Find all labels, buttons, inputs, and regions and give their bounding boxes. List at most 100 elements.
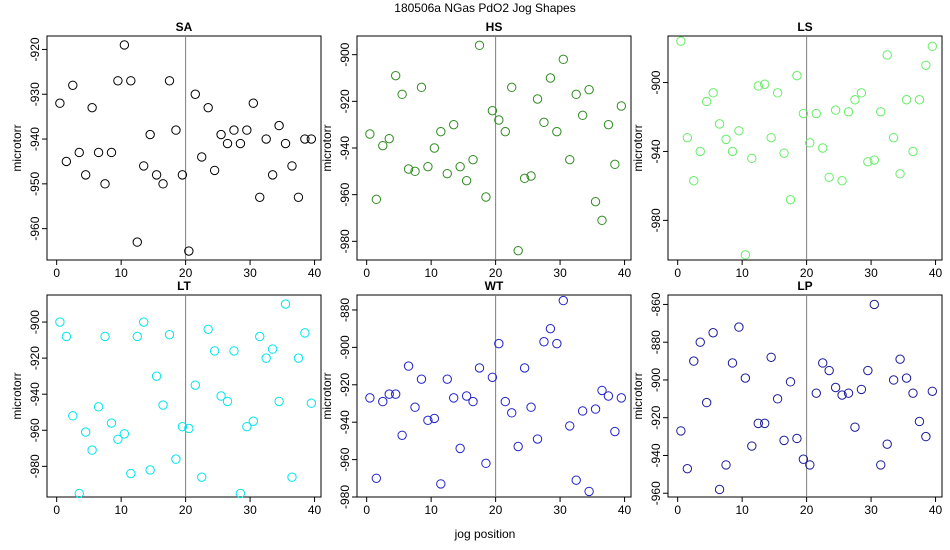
data-point xyxy=(410,402,420,412)
data-point xyxy=(403,361,414,371)
data-point xyxy=(603,119,614,130)
data-point xyxy=(856,384,867,395)
x-tick-label: 10 xyxy=(424,503,438,517)
data-point xyxy=(300,328,310,338)
data-point xyxy=(474,363,485,373)
x-tick-label: 40 xyxy=(618,266,632,280)
data-point xyxy=(837,390,847,400)
y-tick-label: -900 xyxy=(649,368,663,392)
data-point xyxy=(545,73,556,83)
data-point xyxy=(908,146,918,157)
data-point xyxy=(772,88,783,98)
data-point xyxy=(869,299,880,310)
data-point xyxy=(164,76,175,86)
x-tick-label: 30 xyxy=(864,266,878,280)
data-point xyxy=(597,385,607,396)
data-point xyxy=(151,371,162,381)
data-point xyxy=(132,237,142,247)
data-point xyxy=(876,107,886,117)
y-tick-label: -960 xyxy=(338,447,352,471)
data-point xyxy=(126,76,136,86)
y-tick-label: -940 xyxy=(28,127,42,151)
data-point xyxy=(760,79,770,89)
data-point xyxy=(248,98,259,108)
data-point xyxy=(365,393,375,403)
data-point xyxy=(171,125,181,135)
data-point xyxy=(423,161,433,172)
data-point xyxy=(539,117,549,128)
data-point xyxy=(571,89,581,100)
panel-lt: LT 0 10 20 30 40 -980 -960 -940 -920 -900 microtorr xyxy=(10,279,322,517)
data-point xyxy=(209,165,220,176)
data-point xyxy=(610,426,620,437)
data-point xyxy=(280,138,291,149)
y-tick-label: -920 xyxy=(649,405,663,429)
data-point xyxy=(197,152,207,162)
data-point xyxy=(701,397,712,408)
y-tick-label: -900 xyxy=(338,42,352,66)
y-axis-label: microtorr xyxy=(10,372,24,419)
data-point xyxy=(487,105,498,116)
data-point xyxy=(177,170,188,180)
x-tick-label: 40 xyxy=(929,266,943,280)
data-point xyxy=(145,465,155,475)
x-tick-label: 40 xyxy=(308,266,322,280)
data-point xyxy=(734,322,744,332)
data-point xyxy=(753,81,763,91)
data-point xyxy=(216,391,226,401)
y-axis-label: microtorr xyxy=(631,372,645,419)
data-point xyxy=(423,415,433,426)
data-point xyxy=(87,102,97,113)
data-point xyxy=(856,88,867,98)
y-tick-label: -940 xyxy=(338,410,352,434)
data-point xyxy=(616,393,627,403)
x-tick-label: 40 xyxy=(308,503,322,517)
data-point xyxy=(113,76,123,86)
data-point xyxy=(888,375,899,385)
data-point xyxy=(487,372,498,382)
data-point xyxy=(68,411,78,421)
data-point xyxy=(850,422,860,432)
data-point xyxy=(403,164,414,174)
data-point xyxy=(449,119,459,130)
x-tick-label: 40 xyxy=(929,503,943,517)
data-point xyxy=(436,126,446,137)
y-tick-label: -920 xyxy=(338,372,352,396)
data-point xyxy=(106,147,117,158)
y-axis-label: microtorr xyxy=(320,372,334,419)
data-point xyxy=(158,400,168,410)
data-point xyxy=(87,445,97,455)
data-point xyxy=(532,434,543,444)
data-point xyxy=(552,126,562,137)
data-point xyxy=(830,382,841,393)
data-point xyxy=(837,176,847,186)
y-tick-label: -860 xyxy=(649,292,663,316)
x-tick-label: 10 xyxy=(114,503,128,517)
y-axis-label: microtorr xyxy=(320,124,334,171)
data-point xyxy=(695,146,705,157)
data-point xyxy=(74,488,84,499)
data-point xyxy=(708,88,718,98)
data-point xyxy=(888,132,899,143)
data-point xyxy=(676,426,686,436)
data-point xyxy=(577,110,588,121)
x-tick-label: 20 xyxy=(489,266,503,280)
data-point xyxy=(869,155,880,165)
data-point xyxy=(740,373,751,383)
data-point xyxy=(513,441,523,452)
data-point xyxy=(519,363,530,373)
data-point xyxy=(908,388,918,398)
data-point xyxy=(184,423,194,434)
data-point xyxy=(682,132,693,143)
x-tick-label: 0 xyxy=(674,503,681,517)
data-point xyxy=(158,179,168,189)
data-point xyxy=(287,161,297,171)
data-point xyxy=(209,346,220,356)
data-point xyxy=(100,331,110,342)
x-tick-label: 30 xyxy=(243,266,257,280)
y-tick-label: -900 xyxy=(28,310,42,334)
data-point xyxy=(190,380,200,390)
data-point xyxy=(119,40,130,50)
data-point xyxy=(689,176,699,186)
